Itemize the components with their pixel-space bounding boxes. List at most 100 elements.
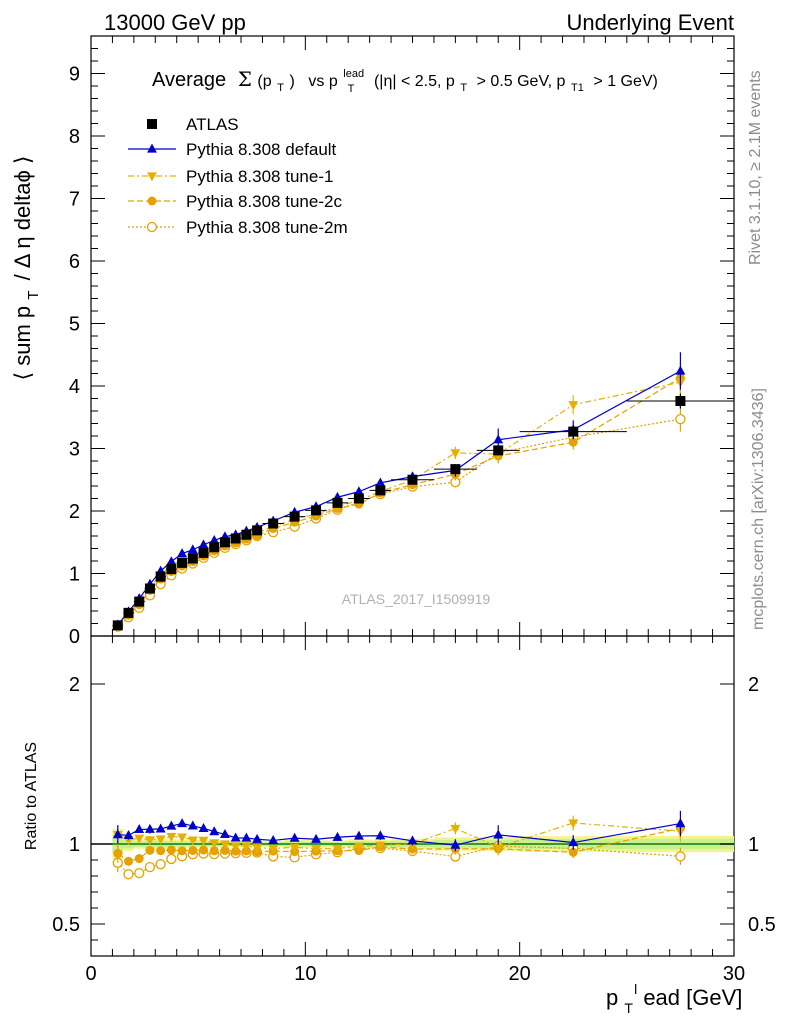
legend-label-tune2c: Pythia 8.308 tune-2c: [186, 192, 342, 211]
data-point: [187, 820, 198, 830]
data-point: [675, 851, 686, 862]
data-point: [675, 413, 686, 425]
data-point: [198, 822, 209, 832]
data-point: [568, 437, 578, 447]
data-point: [230, 842, 241, 852]
data-point: [144, 583, 155, 594]
y-tick-label-main: 9: [69, 64, 80, 86]
y-tick-label-main: 3: [69, 439, 80, 461]
header-right: Underlying Event: [566, 10, 734, 35]
main-series-layer: [112, 352, 734, 632]
data-point: [156, 846, 166, 856]
data-point: [241, 832, 252, 842]
data-point: [230, 533, 241, 544]
data-point: [177, 833, 188, 843]
data-point: [198, 836, 209, 846]
y-tick-label-main: 6: [69, 251, 80, 273]
data-point: [675, 396, 686, 406]
x-tick-label: 10: [294, 963, 316, 985]
data-point: [209, 839, 220, 849]
data-point: [187, 544, 198, 554]
data-point: [450, 839, 461, 849]
data-point: [493, 445, 504, 456]
data-point: [493, 434, 504, 444]
data-point: [134, 854, 144, 864]
y-tick-label-main: 0: [69, 626, 80, 648]
analysis-watermark: ATLAS_2017_I1509919: [342, 591, 491, 607]
data-point: [252, 844, 263, 854]
data-point: [450, 824, 461, 834]
svg-text:Average Σ (p: Average Σ (p T ) vs p lead T (|η| < 2.5,…: [152, 60, 658, 97]
data-point: [568, 401, 579, 411]
data-point: [332, 844, 343, 854]
legend-marker: [147, 172, 157, 182]
data-point: [144, 823, 155, 833]
series-line: [117, 377, 681, 627]
data-point: [353, 830, 364, 840]
data-point: [289, 832, 300, 842]
data-point: [375, 485, 386, 496]
y-tick-label-ratio: 0.5: [52, 914, 80, 936]
data-point: [268, 844, 279, 854]
data-point: [187, 836, 198, 846]
data-point: [166, 853, 177, 865]
data-point: [209, 534, 220, 544]
data-point: [198, 547, 209, 558]
data-point: [155, 859, 166, 870]
data-point: [219, 537, 230, 548]
ratio-series-1: [112, 810, 686, 852]
y-tick-label-main: 7: [69, 189, 80, 211]
data-point: [311, 833, 321, 843]
data-point: [493, 843, 504, 853]
data-point: [177, 818, 188, 828]
y-tick-label-ratio: 2: [69, 674, 80, 696]
data-point: [252, 833, 263, 843]
data-point: [450, 449, 461, 459]
legend-marker: [147, 196, 157, 206]
data-point: [332, 497, 343, 508]
data-point: [407, 474, 418, 485]
main-series-1: [112, 352, 686, 629]
data-point: [144, 862, 156, 873]
data-point: [268, 835, 279, 845]
x-axis-label: p T l ead [GeV]: [606, 974, 742, 1018]
data-point: [166, 820, 177, 830]
x-tick-label: 20: [509, 963, 531, 985]
data-point: [112, 620, 123, 631]
data-point: [568, 847, 578, 857]
data-point: [187, 553, 198, 564]
data-point: [188, 845, 198, 855]
y-tick-label-ratio: 1: [69, 834, 80, 856]
svg-text:⟨ sum p T / Δ η de: ⟨ sum p T / Δ η deltaϕ ⟩: [10, 156, 43, 381]
legend-label-default: Pythia 8.308 default: [186, 140, 337, 159]
data-point: [113, 848, 123, 858]
legend: ATLAS Pythia 8.308 default Pythia 8.308 …: [128, 115, 348, 237]
data-point: [166, 556, 177, 566]
data-point: [112, 829, 123, 839]
data-point: [353, 486, 364, 496]
svg-text:p T l ead [G: p T l ead [GeV]: [606, 974, 742, 1018]
data-point: [252, 525, 263, 536]
header-left: 13000 GeV pp: [104, 10, 246, 35]
data-point: [353, 493, 364, 504]
data-point: [230, 832, 241, 842]
x-tick-label: 30: [723, 963, 745, 985]
data-point: [177, 557, 188, 568]
data-point: [311, 505, 322, 516]
legend-label-atlas: ATLAS: [186, 115, 239, 134]
plot-title: Average Σ (p T ) vs p lead T (|η| < 2.5,…: [152, 60, 658, 97]
data-point: [177, 846, 187, 856]
data-point: [134, 834, 145, 844]
data-point: [209, 826, 220, 836]
data-point: [155, 571, 166, 582]
data-point: [332, 831, 343, 841]
y-tick-label-main: 8: [69, 126, 80, 148]
data-point: [450, 464, 461, 475]
legend-label-tune2m: Pythia 8.308 tune-2m: [186, 218, 348, 237]
y-axis-label-main: ⟨ sum p T / Δ η deltaϕ ⟩: [10, 156, 43, 381]
data-point: [268, 518, 279, 529]
data-point: [220, 829, 230, 838]
data-point: [241, 842, 252, 852]
data-point: [568, 819, 579, 829]
